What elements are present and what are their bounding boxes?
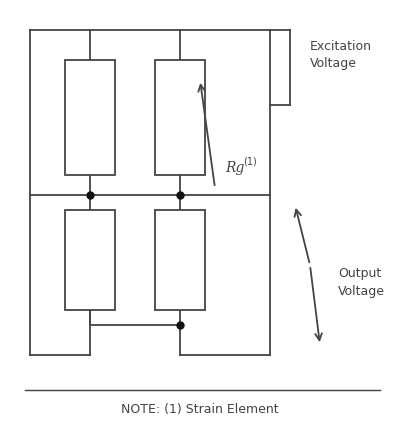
Text: Rg: Rg (225, 161, 244, 175)
Bar (155, 210, 205, 310)
Text: (1): (1) (243, 157, 257, 167)
Bar (155, 60, 205, 175)
Text: NOTE: (1) Strain Element: NOTE: (1) Strain Element (121, 404, 279, 417)
Text: Output
Voltage: Output Voltage (338, 266, 385, 297)
Text: Excitation
Voltage: Excitation Voltage (310, 39, 372, 70)
Bar (65, 210, 115, 310)
Bar (65, 60, 115, 175)
